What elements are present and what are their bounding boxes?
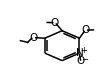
Text: −: − <box>81 55 88 64</box>
Text: +: + <box>80 46 87 55</box>
Text: N: N <box>76 48 83 58</box>
Text: O: O <box>30 33 38 43</box>
Text: O: O <box>76 56 85 66</box>
Text: O: O <box>81 25 90 35</box>
Text: O: O <box>51 18 59 28</box>
